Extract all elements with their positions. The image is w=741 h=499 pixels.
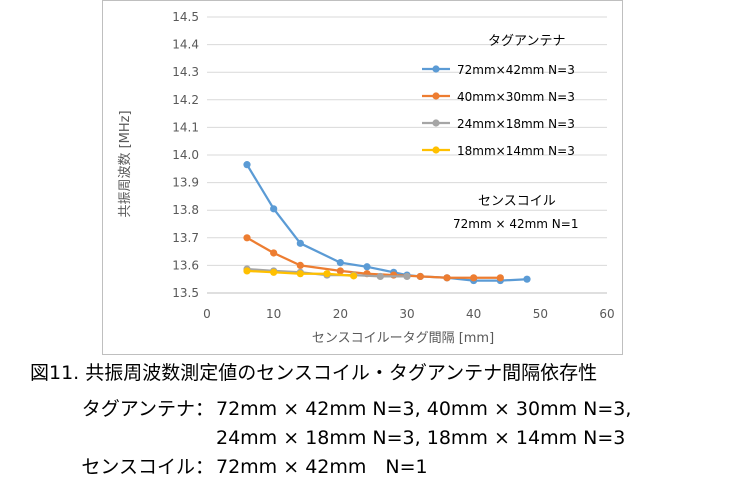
legend-entry-label: 18mm×14mm N=3 [457,144,575,158]
data-point [523,275,531,283]
data-point [390,271,398,279]
legend-swatch-marker [432,119,440,127]
data-point [496,274,504,282]
y-tick-label: 13.7 [172,231,199,245]
data-point [296,261,304,269]
legend-swatch-marker [432,146,440,154]
data-point [270,249,278,257]
legend-entry-label: 40mm×30mm N=3 [457,90,575,104]
annotation-line-2: 72mm × 42mm N=1 [453,217,578,231]
chart-area: 13.5 13.6 13.7 13.8 13.9 14.0 14.1 14.2 14.3 14.4… [102,0,623,355]
y-tick-label: 14.2 [172,93,199,107]
x-tick-label: 10 [266,307,281,321]
y-tick-label: 13.6 [172,258,199,272]
series-line-1 [246,164,528,282]
legend-swatch-marker [432,65,440,73]
y-tick-label: 13.5 [172,286,199,300]
data-point [270,268,278,276]
sense-coil-label: センスコイル： [81,456,214,478]
data-point [323,270,331,278]
y-tick-label: 13.8 [172,203,199,217]
legend-title: タグアンテナ [488,34,565,49]
x-axis-title: センスコイルータグ間隔 [mm] [312,331,494,346]
y-tick-label: 14.3 [172,65,199,79]
y-tick-label: 14.0 [172,148,199,162]
figure-caption-title: 図11. 共振周波数測定値のセンスコイル・タグアンテナ間隔依存性 [30,362,598,384]
tag-antenna-sizes-line2: 24mm × 18mm N=3, 18mm × 14mm N=3 [216,427,626,449]
y-tick-label: 14.1 [172,120,199,134]
y-tick-label: 14.5 [172,10,199,24]
data-point [350,272,358,280]
data-point [336,259,344,267]
data-point [470,274,478,282]
data-point [443,274,451,282]
data-point [296,270,304,278]
x-tick-label: 40 [466,307,481,321]
data-point [296,239,304,247]
axes: 13.5 13.6 13.7 13.8 13.9 14.0 14.1 14.2 14.3 14.4… [172,10,614,321]
annotation-line-1: センスコイル [478,194,556,209]
x-tick-label: 60 [599,307,614,321]
data-point [403,272,411,281]
data-point [363,263,371,271]
y-tick-label: 13.9 [172,176,199,190]
legend: タグアンテナ 72mm×42mm N=3 40mm×30mm N=3 24mm×18… [422,34,575,158]
x-tick-label: 0 [203,307,211,321]
legend-entry-label: 72mm×42mm N=3 [457,63,575,77]
sense-coil-size: 72mm × 42mm N=1 [216,456,428,478]
data-point [270,205,278,213]
series-layer [243,161,531,285]
gridlines [207,16,607,294]
y-axis-title: 共振周波数 [MHz] [118,110,133,217]
data-point [243,267,251,275]
x-tick-label: 50 [533,307,548,321]
tag-antenna-label: タグアンテナ： [81,398,214,420]
x-tick-label: 20 [333,307,348,321]
legend-swatch-marker [432,92,440,100]
tag-antenna-sizes-line1: 72mm × 42mm N=3, 40mm × 30mm N=3, [216,398,632,420]
x-tick-label: 30 [399,307,414,321]
data-point [416,272,424,281]
data-point [376,272,384,281]
data-point [336,267,344,275]
sense-coil-annotation: センスコイル 72mm × 42mm N=1 [453,194,578,231]
y-tick-label: 14.4 [172,38,199,52]
resonance-frequency-chart: 13.5 13.6 13.7 13.8 13.9 14.0 14.1 14.2 14.3 14.4… [118,10,615,346]
data-point [243,161,251,169]
legend-entry-label: 24mm×18mm N=3 [457,117,575,131]
data-point [243,234,251,242]
